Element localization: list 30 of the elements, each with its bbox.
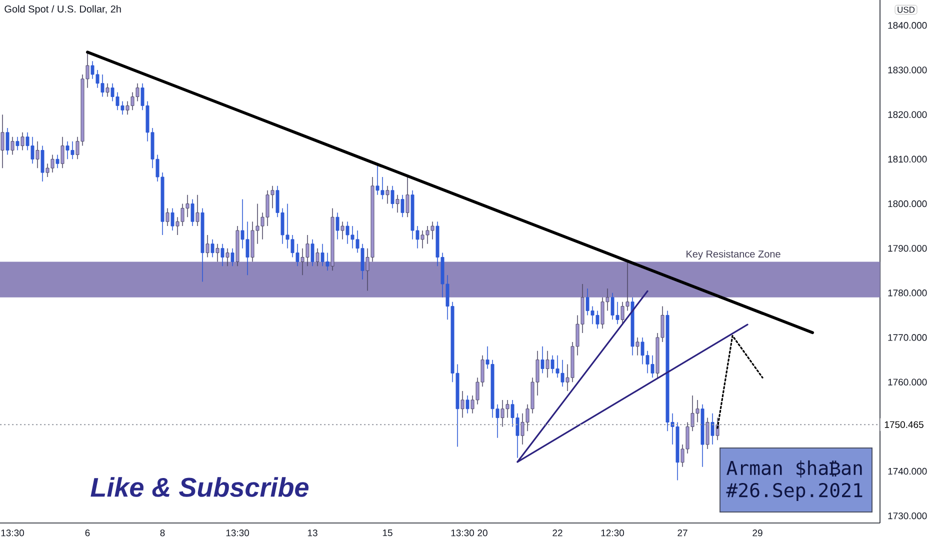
x-tick-label: 20 <box>478 530 488 536</box>
y-tick-label: 1830.000 <box>888 66 927 74</box>
x-tick-label: 8 <box>160 530 165 536</box>
x-tick-label: 13:30 <box>451 530 474 536</box>
x-tick-label: 13:30 <box>226 530 250 536</box>
y-tick-label: 1770.000 <box>888 334 927 341</box>
y-tick-label: 1780.000 <box>888 290 927 296</box>
x-tick-label: 13 <box>308 530 318 536</box>
y-tick-label: 1760.000 <box>888 378 927 386</box>
y-tick-label: 1820.000 <box>888 111 927 118</box>
y-tick-label: 1740.000 <box>888 468 927 475</box>
y-tick-label: 1800.000 <box>888 200 927 208</box>
x-tick-label: 12:30 <box>601 530 624 536</box>
y-tick-label: 1840.000 <box>888 22 927 29</box>
annotation: Arman $ha₿an <box>726 460 862 478</box>
x-tick-label: 15 <box>382 530 392 536</box>
ref-line-label: 1750.465 <box>884 421 924 428</box>
x-tick-label: 22 <box>552 530 562 536</box>
chart-title: Gold Spot / U.S. Dollar, 2h <box>4 5 121 15</box>
y-tick-label: 1730.000 <box>888 512 927 520</box>
annotation: Like & Subscribe <box>90 477 309 497</box>
x-tick-label: 27 <box>678 530 688 536</box>
annotation: #26.Sep.2021 <box>726 482 862 502</box>
y-axis-title: USD <box>898 6 915 13</box>
x-tick-label: 29 <box>752 530 762 536</box>
y-tick-label: 1790.000 <box>888 244 927 252</box>
x-tick-label: 13:30 <box>1 530 24 536</box>
band-label: Key Resistance Zone <box>686 250 780 260</box>
y-tick-label: 1810.000 <box>888 156 927 163</box>
x-tick-label: 6 <box>85 530 90 536</box>
